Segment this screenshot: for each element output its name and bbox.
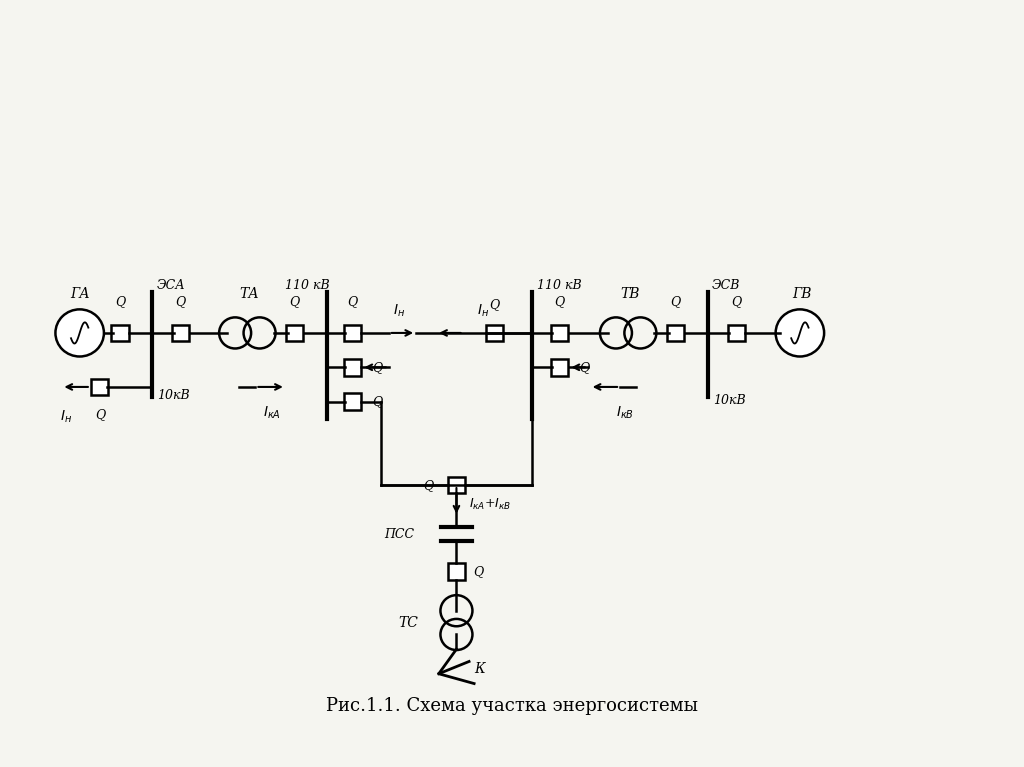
Bar bbox=[112, 324, 129, 341]
Text: Q: Q bbox=[95, 409, 105, 422]
Circle shape bbox=[775, 309, 824, 357]
Text: Q: Q bbox=[473, 565, 483, 578]
Text: Q: Q bbox=[347, 295, 357, 308]
Circle shape bbox=[55, 309, 103, 357]
Bar bbox=[172, 324, 189, 341]
Text: ГА: ГА bbox=[70, 287, 89, 301]
Text: ТВ: ТВ bbox=[621, 287, 640, 301]
Bar bbox=[551, 359, 568, 376]
Text: Q: Q bbox=[373, 395, 383, 408]
Text: 110 кВ: 110 кВ bbox=[538, 278, 582, 291]
Text: Q: Q bbox=[290, 295, 300, 308]
Bar bbox=[344, 324, 361, 341]
Text: ГВ: ГВ bbox=[793, 287, 812, 301]
Text: $I_{кА}$+$I_{кВ}$: $I_{кА}$+$I_{кВ}$ bbox=[469, 497, 511, 512]
Text: Q: Q bbox=[489, 298, 500, 311]
Text: ЭСВ: ЭСВ bbox=[712, 278, 740, 291]
Text: ТА: ТА bbox=[240, 287, 259, 301]
Bar bbox=[486, 324, 504, 341]
Bar bbox=[91, 379, 109, 395]
Text: 110 кВ: 110 кВ bbox=[285, 278, 330, 291]
Text: $I_н$: $I_н$ bbox=[476, 303, 488, 319]
Text: Q: Q bbox=[731, 295, 741, 308]
Text: Q: Q bbox=[580, 360, 590, 374]
Text: Q: Q bbox=[671, 295, 681, 308]
Text: ПСС: ПСС bbox=[384, 528, 414, 541]
Text: Рис.1.1. Схема участка энергосистемы: Рис.1.1. Схема участка энергосистемы bbox=[326, 697, 698, 715]
Bar bbox=[344, 393, 361, 410]
Text: 10кВ: 10кВ bbox=[158, 389, 190, 402]
Text: $I_н$: $I_н$ bbox=[60, 409, 73, 425]
Text: $I_{кВ}$: $I_{кВ}$ bbox=[616, 405, 634, 421]
Text: Q: Q bbox=[373, 360, 383, 374]
Text: $I_н$: $I_н$ bbox=[393, 303, 404, 319]
Text: 10кВ: 10кВ bbox=[713, 393, 745, 407]
Text: Q: Q bbox=[423, 479, 433, 492]
Text: Q: Q bbox=[554, 295, 564, 308]
Bar bbox=[287, 324, 303, 341]
Bar bbox=[667, 324, 684, 341]
Text: ТС: ТС bbox=[398, 616, 418, 630]
Text: ЭСА: ЭСА bbox=[157, 278, 185, 291]
Bar bbox=[447, 477, 465, 493]
Bar bbox=[551, 324, 568, 341]
Text: Q: Q bbox=[115, 295, 125, 308]
Bar bbox=[728, 324, 744, 341]
Text: К: К bbox=[475, 662, 485, 676]
Text: Q: Q bbox=[175, 295, 185, 308]
Bar bbox=[447, 563, 465, 580]
Text: $I_{кА}$: $I_{кА}$ bbox=[262, 405, 281, 421]
Bar bbox=[344, 359, 361, 376]
